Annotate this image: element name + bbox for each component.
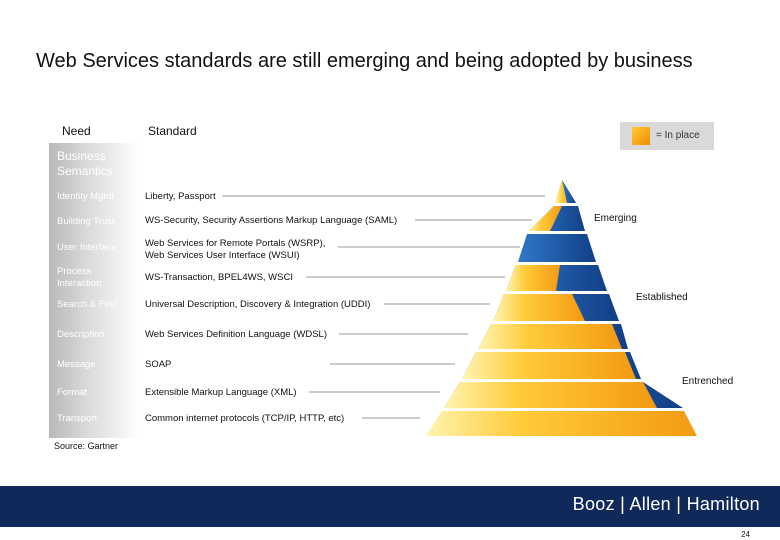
need-column-header: Need	[62, 124, 91, 138]
legend: = In place	[620, 122, 714, 150]
standard-column-header: Standard	[148, 124, 197, 138]
stage-entrenched: Entrenched	[682, 376, 734, 387]
pyramid-layer-description	[478, 324, 628, 349]
brand-logo: Booz | Allen | Hamilton	[572, 494, 760, 514]
need-transport: Transport	[57, 413, 98, 424]
source-note: Source: Gartner	[54, 441, 119, 451]
page-number: 24	[741, 530, 750, 539]
pyramid-layer-identity	[555, 180, 576, 203]
standard-identity-mgmt: Liberty, Passport	[145, 191, 216, 202]
need-identity-mgmt: Identity Mgmt	[57, 191, 115, 202]
legend-text: = In place	[656, 130, 700, 141]
need-building-trust: Building Trust	[57, 216, 115, 227]
standard-format: Extensible Markup Language (XML)	[145, 387, 297, 398]
need-description: Description	[57, 329, 105, 340]
pyramid-layer-ui	[518, 234, 596, 262]
need-message: Message	[57, 359, 96, 370]
need-search-find: Search & Find	[57, 299, 118, 310]
need-process-interaction: Process Interaction	[57, 266, 102, 289]
pyramid-layer-process	[506, 265, 607, 291]
standard-user-interface: Web Services for Remote Portals (WSRP), …	[145, 238, 326, 261]
pyramid-layer-trust	[529, 206, 585, 231]
need-format: Format	[57, 387, 88, 398]
legend-swatch	[632, 127, 650, 145]
standard-search-find: Universal Description, Discovery & Integ…	[145, 299, 371, 310]
pyramid-layer-search	[493, 294, 619, 321]
slide-title: Web Services standards are still emergin…	[36, 50, 693, 72]
standard-building-trust: WS-Security, Security Assertions Markup …	[145, 215, 398, 226]
need-panel	[49, 143, 139, 438]
pyramid-layer-transport	[426, 411, 697, 436]
pyramid-layer-format	[444, 382, 683, 408]
need-user-interface: User Interface	[57, 242, 117, 253]
standard-description: Web Services Definition Language (WDSL)	[145, 329, 327, 340]
standard-transport: Common internet protocols (TCP/IP, HTTP,…	[145, 413, 345, 424]
stage-emerging: Emerging	[594, 213, 637, 224]
pyramid-layer-message	[462, 352, 641, 379]
standard-message: SOAP	[145, 359, 172, 370]
stage-established: Established	[636, 292, 688, 303]
business-semantics-label: Business Semantics	[57, 149, 114, 178]
standard-process-interaction: WS-Transaction, BPEL4WS, WSCI	[145, 272, 293, 283]
footer-bar: Booz | Allen | Hamilton	[0, 486, 780, 527]
